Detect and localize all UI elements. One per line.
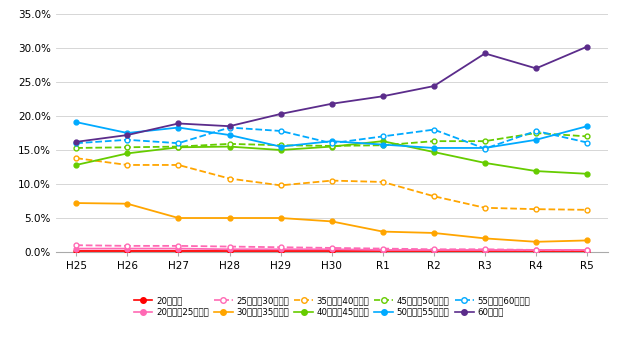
Legend: 20歳未満, 20歳以上25歳未満, 25歳以上30歳未満, 30歳以上35歳未満, 35歳以上40歳未満, 40歳以上45歳未満, 45歳以上50歳未満, 5: 20歳未満, 20歳以上25歳未満, 25歳以上30歳未満, 30歳以上35歳未… — [132, 294, 531, 318]
